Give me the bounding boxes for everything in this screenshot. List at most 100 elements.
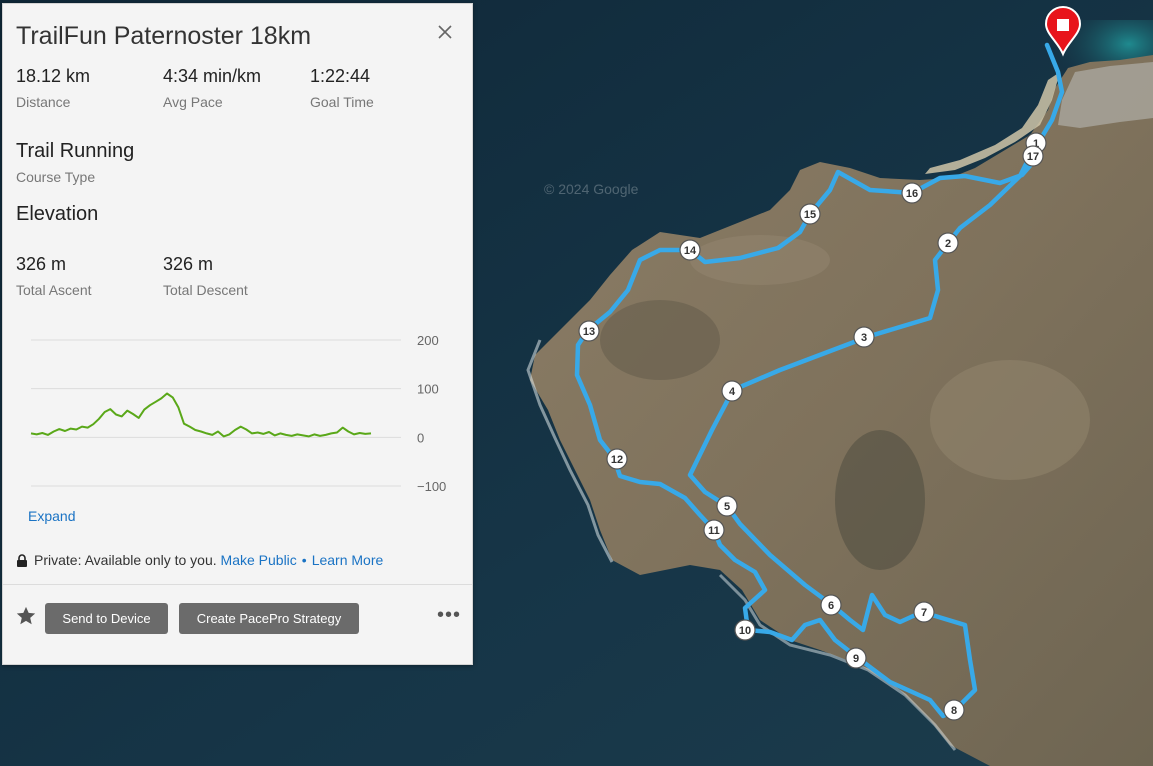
course-type-value: Trail Running bbox=[16, 140, 135, 162]
stat-distance: 18.12 km Distance bbox=[16, 66, 90, 110]
privacy-text: Private: Available only to you. bbox=[34, 552, 217, 568]
marker-label: 16 bbox=[906, 188, 918, 200]
field-patch bbox=[690, 235, 830, 285]
make-public-link[interactable]: Make Public bbox=[220, 552, 297, 568]
marker-label: 14 bbox=[684, 245, 697, 257]
course-details-panel: TrailFun Paternoster 18km 18.12 km Dista… bbox=[2, 3, 473, 665]
marker-circle bbox=[820, 594, 842, 616]
marker-circle bbox=[716, 495, 738, 517]
create-pacepro-strategy-button[interactable]: Create PacePro Strategy bbox=[179, 603, 359, 634]
route-marker-11[interactable]: 11 bbox=[703, 519, 725, 541]
vegetation-patch bbox=[600, 300, 720, 380]
route-marker-10[interactable]: 10 bbox=[734, 619, 756, 641]
stat-label: Avg Pace bbox=[163, 94, 223, 110]
marker-label: 9 bbox=[853, 653, 859, 665]
route-marker-9[interactable]: 9 bbox=[845, 647, 867, 669]
route-marker-3[interactable]: 3 bbox=[853, 326, 875, 348]
route-marker-2[interactable]: 2 bbox=[937, 232, 959, 254]
course-title: TrailFun Paternoster 18km bbox=[16, 22, 312, 50]
lock-icon bbox=[17, 553, 27, 567]
marker-label: 12 bbox=[611, 454, 623, 466]
marker-label: 15 bbox=[804, 209, 816, 221]
marker-circle bbox=[1022, 145, 1044, 167]
marker-label: 10 bbox=[739, 625, 751, 637]
marker-circle bbox=[845, 647, 867, 669]
marker-circle bbox=[913, 601, 935, 623]
stat-total-ascent: 326 m Total Ascent bbox=[16, 254, 92, 298]
y-tick-label: −100 bbox=[417, 479, 446, 494]
map-watermark: © 2024 Google bbox=[544, 181, 639, 197]
marker-circle bbox=[937, 232, 959, 254]
elevation-series-line bbox=[30, 392, 372, 438]
y-tick-label: 200 bbox=[417, 333, 439, 348]
stat-value: 326 m bbox=[163, 254, 214, 274]
marker-circle bbox=[721, 380, 743, 402]
divider bbox=[3, 584, 472, 585]
surf-line bbox=[526, 339, 614, 563]
expand-link[interactable]: Expand bbox=[28, 508, 76, 524]
marker-label: 2 bbox=[945, 238, 951, 250]
route-marker-12[interactable]: 12 bbox=[606, 448, 628, 470]
route-marker-8[interactable]: 8 bbox=[943, 699, 965, 721]
marker-circle bbox=[853, 326, 875, 348]
marker-label: 17 bbox=[1027, 151, 1039, 163]
marker-circle bbox=[703, 519, 725, 541]
peninsula-land bbox=[530, 55, 1153, 766]
marker-label: 13 bbox=[583, 326, 595, 338]
stat-label: Distance bbox=[16, 94, 71, 110]
stat-goal-time: 1:22:44 Goal Time bbox=[310, 66, 374, 110]
route-marker-5[interactable]: 5 bbox=[716, 495, 738, 517]
marker-circle bbox=[943, 699, 965, 721]
route-marker-15[interactable]: 15 bbox=[799, 203, 821, 225]
star-icon[interactable] bbox=[15, 605, 37, 627]
learn-more-link[interactable]: Learn More bbox=[311, 552, 384, 568]
route-marker-6[interactable]: 6 bbox=[820, 594, 842, 616]
route-marker-17[interactable]: 17 bbox=[1022, 145, 1044, 167]
stat-total-descent: 326 m Total Descent bbox=[163, 254, 248, 298]
route-marker-4[interactable]: 4 bbox=[721, 380, 743, 402]
stat-avg-pace: 4:34 min/km Avg Pace bbox=[163, 66, 261, 110]
marker-label: 8 bbox=[951, 705, 957, 717]
field-patch bbox=[930, 360, 1090, 480]
start-finish-pin[interactable] bbox=[1044, 6, 1082, 57]
marker-label: 7 bbox=[921, 607, 927, 619]
beach bbox=[925, 72, 1060, 174]
flag-icon bbox=[1057, 19, 1069, 31]
elevation-heading: Elevation bbox=[16, 203, 99, 225]
marker-circle bbox=[606, 448, 628, 470]
course-type-label: Course Type bbox=[16, 169, 96, 185]
marker-label: 3 bbox=[861, 332, 867, 344]
marker-label: 6 bbox=[828, 600, 834, 612]
y-tick-label: 0 bbox=[417, 430, 424, 445]
close-icon[interactable] bbox=[433, 20, 457, 44]
marker-label: 1 bbox=[1033, 138, 1039, 150]
privacy-notice: Private: Available only to you. Make Pub… bbox=[16, 552, 383, 568]
marker-label: 4 bbox=[729, 386, 736, 398]
stat-value: 4:34 min/km bbox=[163, 66, 262, 86]
marker-circle bbox=[679, 239, 701, 261]
route-marker-7[interactable]: 7 bbox=[913, 601, 935, 623]
route-marker-13[interactable]: 13 bbox=[578, 320, 600, 342]
marker-label: 5 bbox=[724, 501, 730, 513]
marker-circle bbox=[799, 203, 821, 225]
send-to-device-button[interactable]: Send to Device bbox=[45, 603, 168, 634]
marker-circle bbox=[901, 182, 923, 204]
vegetation-patch bbox=[835, 430, 925, 570]
y-tick-label: 100 bbox=[417, 382, 439, 397]
stat-label: Goal Time bbox=[310, 94, 374, 110]
route-marker-14[interactable]: 14 bbox=[679, 239, 701, 261]
stat-value: 18.12 km bbox=[16, 66, 91, 86]
marker-circle bbox=[734, 619, 756, 641]
route-marker-16[interactable]: 16 bbox=[901, 182, 923, 204]
marker-label: 11 bbox=[708, 525, 720, 537]
elevation-chart[interactable]: 200 100 0 −100 bbox=[3, 322, 474, 502]
stat-value: 326 m bbox=[16, 254, 67, 274]
marker-circle bbox=[578, 320, 600, 342]
town bbox=[1058, 62, 1153, 128]
stat-value: 1:22:44 bbox=[310, 66, 371, 86]
more-options-button[interactable]: ••• bbox=[437, 604, 462, 626]
surf-line bbox=[718, 573, 957, 751]
separator-dot: • bbox=[301, 552, 307, 568]
stat-label: Total Descent bbox=[163, 282, 248, 298]
